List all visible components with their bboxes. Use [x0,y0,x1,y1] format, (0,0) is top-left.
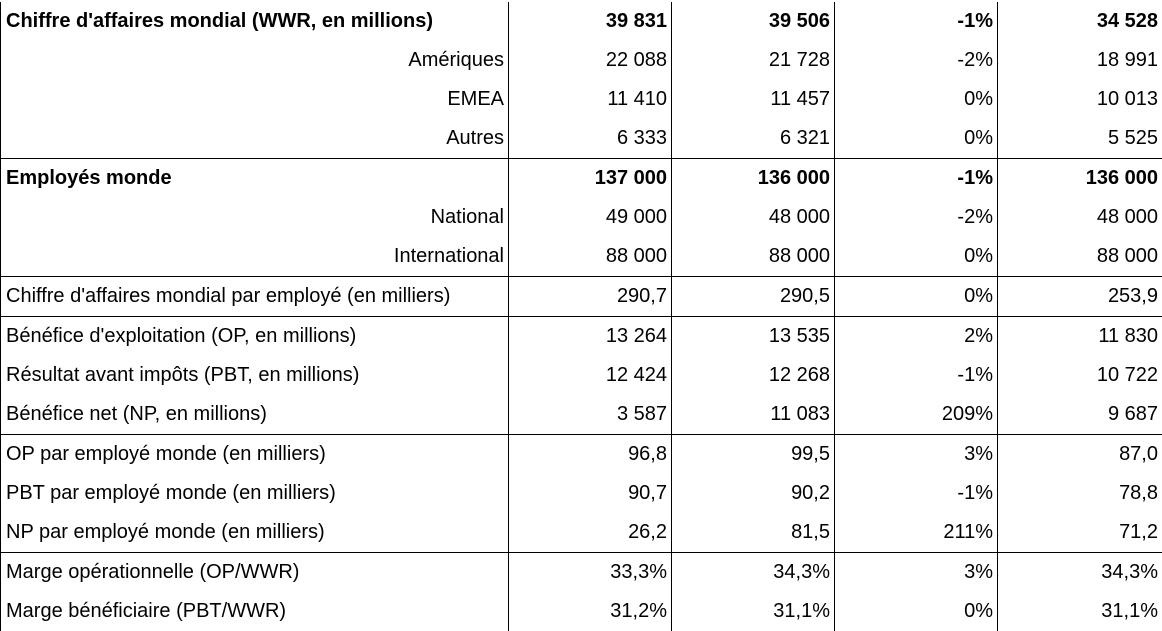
table-row-international: International 88 000 88 000 0% 88 000 [1,237,1162,277]
table-row-np: Bénéfice net (NP, en millions) 3 587 11 … [1,395,1162,435]
cell-value[interactable]: 48 000 [998,198,1162,237]
row-label[interactable]: Autres [1,119,509,159]
cell-value[interactable]: 96,8 [509,435,672,475]
row-label[interactable]: International [1,237,509,277]
cell-value[interactable]: 88 000 [509,237,672,277]
table-row-ameriques: Amériques 22 088 21 728 -2% 18 991 [1,41,1162,80]
cell-value[interactable]: 26,2 [509,513,672,553]
cell-value[interactable]: 13 264 [509,317,672,357]
cell-value[interactable]: 11 410 [509,80,672,119]
row-label[interactable]: Employés monde [1,159,509,199]
table-row-wwr: Chiffre d'affaires mondial (WWR, en mill… [1,2,1162,41]
cell-value[interactable]: 21 728 [672,41,835,80]
table-row-national: National 49 000 48 000 -2% 48 000 [1,198,1162,237]
row-label[interactable]: PBT par employé monde (en milliers) [1,474,509,513]
row-label[interactable]: Bénéfice d'exploitation (OP, en millions… [1,317,509,357]
cell-value[interactable]: 136 000 [998,159,1162,199]
cell-value[interactable]: 11 083 [672,395,835,435]
cell-value[interactable]: 6 321 [672,119,835,159]
cell-variation[interactable]: -1% [835,2,998,41]
cell-value[interactable]: 253,9 [998,277,1162,317]
cell-variation[interactable]: 0% [835,237,998,277]
cell-variation[interactable]: 211% [835,513,998,553]
cell-value[interactable]: 90,2 [672,474,835,513]
row-label[interactable]: EMEA [1,80,509,119]
cell-value[interactable]: 290,7 [509,277,672,317]
cell-variation[interactable]: 0% [835,277,998,317]
table-row-pbt: Résultat avant impôts (PBT, en millions)… [1,356,1162,395]
row-label[interactable]: Amériques [1,41,509,80]
cell-value[interactable]: 18 991 [998,41,1162,80]
cell-value[interactable]: 78,8 [998,474,1162,513]
table-row-pbt-per-employee: PBT par employé monde (en milliers) 90,7… [1,474,1162,513]
cell-variation[interactable]: -2% [835,198,998,237]
row-label[interactable]: Marge bénéficiaire (PBT/WWR) [1,592,509,631]
cell-value[interactable]: 90,7 [509,474,672,513]
cell-value[interactable]: 88 000 [998,237,1162,277]
cell-variation[interactable]: 0% [835,592,998,631]
cell-value[interactable]: 13 535 [672,317,835,357]
cell-value[interactable]: 39 831 [509,2,672,41]
cell-value[interactable]: 10 722 [998,356,1162,395]
cell-variation[interactable]: -1% [835,159,998,199]
table-row-operating-margin: Marge opérationnelle (OP/WWR) 33,3% 34,3… [1,553,1162,593]
cell-value[interactable]: 136 000 [672,159,835,199]
cell-variation[interactable]: -1% [835,474,998,513]
cell-variation[interactable]: 3% [835,435,998,475]
cell-value[interactable]: 48 000 [672,198,835,237]
row-label[interactable]: Bénéfice net (NP, en millions) [1,395,509,435]
table-row-op: Bénéfice d'exploitation (OP, en millions… [1,317,1162,357]
table-row-profit-margin: Marge bénéficiaire (PBT/WWR) 31,2% 31,1%… [1,592,1162,631]
cell-value[interactable]: 71,2 [998,513,1162,553]
cell-value[interactable]: 34,3% [998,553,1162,593]
table-row-wwr-per-employee: Chiffre d'affaires mondial par employé (… [1,277,1162,317]
cell-value[interactable]: 6 333 [509,119,672,159]
cell-value[interactable]: 5 525 [998,119,1162,159]
table-row-op-per-employee: OP par employé monde (en milliers) 96,8 … [1,435,1162,475]
cell-value[interactable]: 11 830 [998,317,1162,357]
cell-value[interactable]: 12 424 [509,356,672,395]
cell-variation[interactable]: 209% [835,395,998,435]
cell-value[interactable]: 22 088 [509,41,672,80]
cell-value[interactable]: 34 528 [998,2,1162,41]
cell-value[interactable]: 137 000 [509,159,672,199]
cell-value[interactable]: 88 000 [672,237,835,277]
table-row-employes: Employés monde 137 000 136 000 -1% 136 0… [1,159,1162,199]
row-label[interactable]: NP par employé monde (en milliers) [1,513,509,553]
cell-value[interactable]: 10 013 [998,80,1162,119]
cell-value[interactable]: 34,3% [672,553,835,593]
cell-value[interactable]: 87,0 [998,435,1162,475]
cell-value[interactable]: 290,5 [672,277,835,317]
cell-variation[interactable]: 2% [835,317,998,357]
cell-value[interactable]: 99,5 [672,435,835,475]
cell-value[interactable]: 31,1% [998,592,1162,631]
cell-value[interactable]: 31,1% [672,592,835,631]
cell-value[interactable]: 31,2% [509,592,672,631]
cell-variation[interactable]: 0% [835,80,998,119]
cell-value[interactable]: 12 268 [672,356,835,395]
row-label[interactable]: OP par employé monde (en milliers) [1,435,509,475]
table-row-np-per-employee: NP par employé monde (en milliers) 26,2 … [1,513,1162,553]
row-label[interactable]: Chiffre d'affaires mondial par employé (… [1,277,509,317]
cell-value[interactable]: 11 457 [672,80,835,119]
table-row-autres: Autres 6 333 6 321 0% 5 525 [1,119,1162,159]
row-label[interactable]: Résultat avant impôts (PBT, en millions) [1,356,509,395]
cell-variation[interactable]: 0% [835,119,998,159]
cell-value[interactable]: 39 506 [672,2,835,41]
table-row-emea: EMEA 11 410 11 457 0% 10 013 [1,80,1162,119]
cell-value[interactable]: 3 587 [509,395,672,435]
cell-value[interactable]: 33,3% [509,553,672,593]
row-label[interactable]: Chiffre d'affaires mondial (WWR, en mill… [1,2,509,41]
cell-variation[interactable]: 3% [835,553,998,593]
row-label[interactable]: Marge opérationnelle (OP/WWR) [1,553,509,593]
cell-value[interactable]: 81,5 [672,513,835,553]
cell-variation[interactable]: -1% [835,356,998,395]
cell-value[interactable]: 9 687 [998,395,1162,435]
row-label[interactable]: National [1,198,509,237]
cell-value[interactable]: 49 000 [509,198,672,237]
cell-variation[interactable]: -2% [835,41,998,80]
